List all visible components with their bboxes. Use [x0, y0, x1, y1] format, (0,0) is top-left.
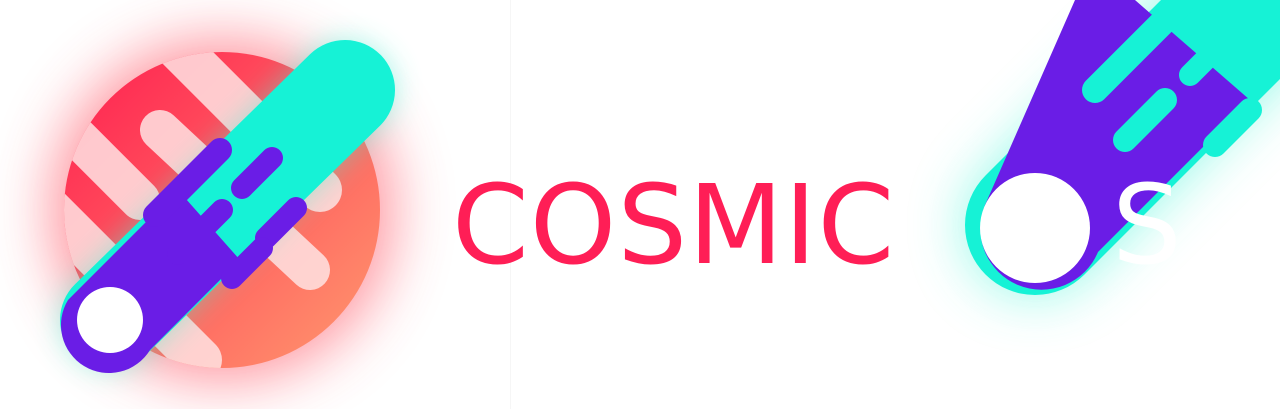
- comet-o-icon: [965, 0, 1280, 295]
- wordmark: COSMIC: [452, 161, 896, 289]
- comet-icon: [60, 40, 395, 374]
- wordmark-trailing-letter: S: [1112, 161, 1182, 289]
